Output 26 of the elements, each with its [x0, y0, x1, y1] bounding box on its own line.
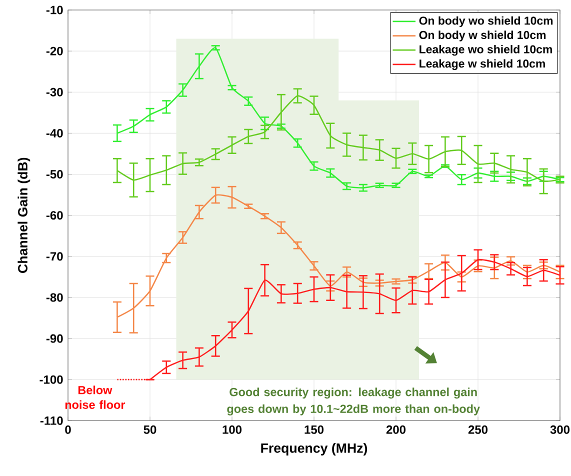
y-tick-label: -70 — [46, 252, 63, 261]
x-tick-label: 200 — [386, 425, 406, 434]
annotation: Below noise floor — [65, 386, 126, 409]
y-tick-label: -10 — [46, 6, 63, 14]
y-tick-label: -50 — [46, 170, 63, 179]
x-tick-label: 50 — [144, 425, 156, 434]
x-tick-label: 300 — [550, 425, 570, 434]
legend-label: Leakage w shield 10cm — [420, 59, 545, 70]
x-tick-label: 150 — [304, 425, 324, 434]
y-tick-label: -90 — [46, 334, 63, 343]
y-tick-label: -30 — [46, 88, 63, 96]
legend-label: Leakage wo shield 10cm — [420, 44, 552, 56]
x-tick-label: 100 — [222, 425, 242, 434]
legend-label: On body w shield 10cm — [419, 30, 546, 42]
y-tick-label: -20 — [46, 46, 63, 56]
legend-label: On body wo shield 10cm — [419, 16, 553, 28]
x-tick-label: 0 — [65, 425, 71, 434]
x-tick-label: 250 — [468, 425, 488, 434]
y-axis-title: Channel Gain (dB) — [18, 158, 30, 273]
y-tick-label: -40 — [46, 128, 63, 138]
y-tick-label: -100 — [40, 375, 63, 384]
annotation: Good security region: leakage channel gain goes down by 10.1~22dB more than on-body — [227, 388, 480, 416]
y-tick-label: -80 — [46, 293, 63, 302]
y-tick-label: -60 — [46, 211, 63, 220]
x-axis-title: Frequency (MHz) — [261, 443, 368, 456]
y-tick-label: -110 — [40, 416, 63, 425]
